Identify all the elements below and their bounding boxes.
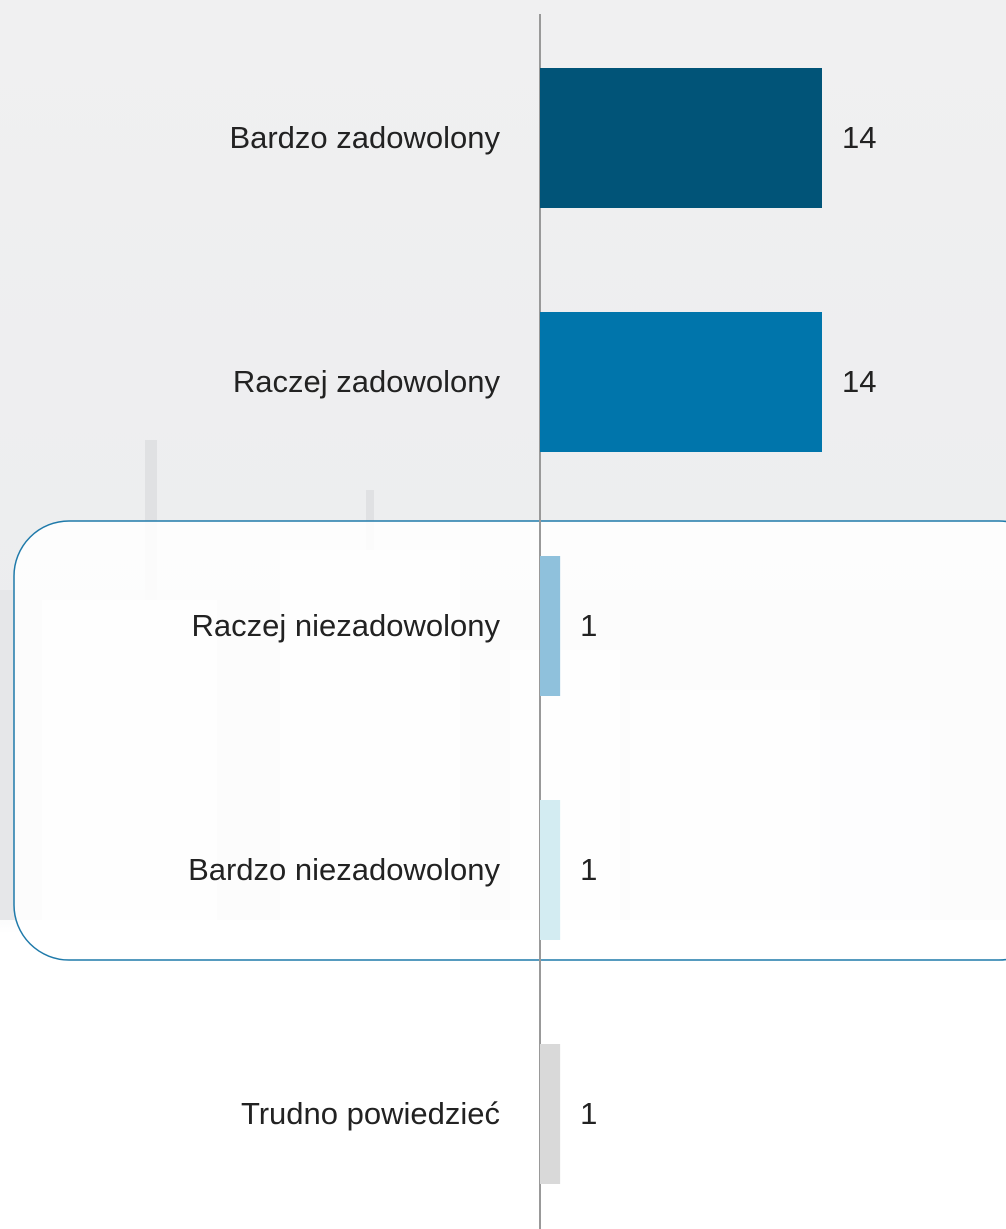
- bar: [540, 556, 560, 696]
- chart: Bardzo zadowolony 14 Raczej zadowolony 14 Ra…: [0, 0, 1006, 1229]
- value-label: 1: [580, 608, 597, 643]
- bar: [540, 1044, 560, 1184]
- category-label: Raczej zadowolony: [233, 364, 501, 399]
- category-label: Trudno powiedzieć: [241, 1096, 500, 1131]
- value-label: 1: [580, 852, 597, 887]
- bar: [540, 312, 822, 452]
- category-label: Raczej niezadowolony: [192, 608, 501, 643]
- highlight-box: [14, 521, 1006, 960]
- bar: [540, 800, 560, 940]
- bar: [540, 68, 822, 208]
- value-label: 14: [842, 120, 876, 155]
- value-label: 1: [580, 1096, 597, 1131]
- category-label: Bardzo niezadowolony: [188, 852, 500, 887]
- value-label: 14: [842, 364, 876, 399]
- category-label: Bardzo zadowolony: [229, 120, 500, 155]
